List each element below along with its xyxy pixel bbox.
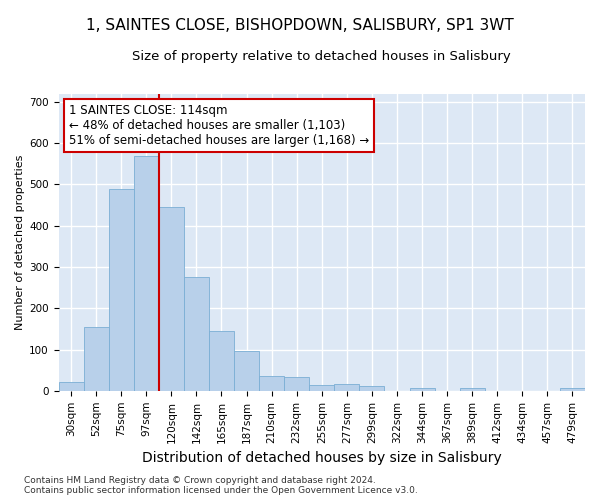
Bar xyxy=(284,377,309,391)
Bar xyxy=(359,386,385,391)
Bar xyxy=(560,388,585,391)
Bar xyxy=(334,384,359,391)
Bar xyxy=(159,207,184,391)
Text: 1, SAINTES CLOSE, BISHOPDOWN, SALISBURY, SP1 3WT: 1, SAINTES CLOSE, BISHOPDOWN, SALISBURY,… xyxy=(86,18,514,32)
Text: Contains HM Land Registry data © Crown copyright and database right 2024.
Contai: Contains HM Land Registry data © Crown c… xyxy=(24,476,418,495)
Y-axis label: Number of detached properties: Number of detached properties xyxy=(15,154,25,330)
Bar xyxy=(460,388,485,391)
Bar xyxy=(109,188,134,391)
Bar xyxy=(184,278,209,391)
Bar xyxy=(134,156,159,391)
Bar xyxy=(59,382,83,391)
Bar xyxy=(410,388,434,391)
Bar xyxy=(309,384,334,391)
Title: Size of property relative to detached houses in Salisbury: Size of property relative to detached ho… xyxy=(133,50,511,63)
Bar xyxy=(259,376,284,391)
Bar xyxy=(234,351,259,391)
Bar xyxy=(209,331,234,391)
Text: 1 SAINTES CLOSE: 114sqm
← 48% of detached houses are smaller (1,103)
51% of semi: 1 SAINTES CLOSE: 114sqm ← 48% of detache… xyxy=(69,104,369,147)
X-axis label: Distribution of detached houses by size in Salisbury: Distribution of detached houses by size … xyxy=(142,451,502,465)
Bar xyxy=(83,327,109,391)
